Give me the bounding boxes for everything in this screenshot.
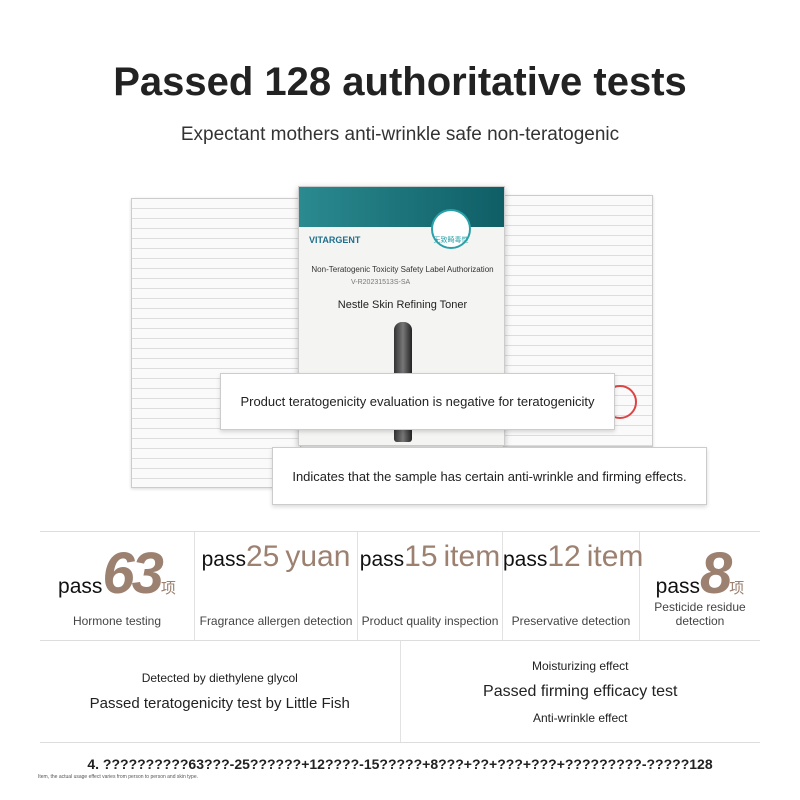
footer-line: 4. ??????????63???-25??????+12????-15???… <box>87 756 713 772</box>
stat-label: Preservative detection <box>511 614 631 628</box>
test-note: Detected by diethylene glycol <box>141 671 298 685</box>
stat-value: pass25 yuan <box>195 540 357 574</box>
cert-badge: 无致畸毒性 <box>431 209 471 249</box>
test-note: Anti-wrinkle effect <box>533 710 628 725</box>
stat-number: 25 <box>245 540 280 573</box>
test-note: Moisturizing effect <box>532 658 629 673</box>
footer-note: Item, the actual usage effect varies fro… <box>38 774 198 780</box>
report-left <box>131 198 301 488</box>
stat-number: 63 <box>102 541 163 606</box>
stat-unit: 项 <box>729 580 745 597</box>
stat-prefix: pass <box>655 575 701 598</box>
stat: pass8项 Pesticide residue detection <box>640 532 760 640</box>
stat-label: Product quality inspection <box>361 614 499 628</box>
stat-prefix: pass <box>503 548 548 571</box>
stat-unit: 项 <box>160 580 176 597</box>
stat-unit: item <box>586 540 644 573</box>
stat-unit: yuan <box>285 540 351 573</box>
stat-unit: item <box>443 540 501 573</box>
subtitle: Expectant mothers anti-wrinkle safe non-… <box>180 124 620 145</box>
test-main: Passed teratogenicity test by Little Fis… <box>89 695 350 712</box>
stat-prefix: pass <box>359 548 405 571</box>
stat-prefix: pass <box>58 575 103 598</box>
stat-label: Pesticide residue detection <box>654 600 746 628</box>
cert-band <box>299 187 504 227</box>
stat-label: Fragrance allergen detection <box>199 614 353 628</box>
stat: pass63项 Hormone testing <box>40 532 195 640</box>
cert-brand: VITARGENT <box>309 235 361 245</box>
stat-number: 8 <box>700 541 732 606</box>
stat-value: pass15 item <box>358 540 502 574</box>
callout: Product teratogenicity evaluation is neg… <box>220 373 615 430</box>
cert-heading: Non-Teratogenic Toxicity Safety Label Au… <box>311 265 494 274</box>
tests: Detected by diethylene glycol Passed ter… <box>40 641 760 743</box>
test-main: Passed firming efficacy test <box>483 682 678 700</box>
stat: pass12 item Preservative detection <box>503 532 643 640</box>
cert-product: Nestle Skin Refining Toner <box>337 299 468 311</box>
stat-prefix: pass <box>201 548 246 571</box>
callout: Indicates that the sample has certain an… <box>272 447 707 505</box>
tests-left: Detected by diethylene glycol Passed ter… <box>40 641 401 742</box>
stat-value: pass8项 <box>640 540 760 607</box>
stat: pass25 yuan Fragrance allergen detection <box>195 532 358 640</box>
title: Passed 128 authoritative tests <box>113 60 687 104</box>
stats-row: pass63项 Hormone testing pass25 yuan Fragranc… <box>40 531 760 641</box>
stat-value: pass63项 <box>40 540 194 607</box>
stat-value: pass12 item <box>503 540 643 574</box>
stat-number: 15 <box>404 540 438 573</box>
stat: pass15 item Product quality inspection <box>358 532 503 640</box>
stat-number: 12 <box>547 540 581 573</box>
cert-code: V-R20231513S-SA <box>351 279 411 286</box>
tests-right: Moisturizing effect Passed firming effic… <box>401 641 761 742</box>
stat-label: Hormone testing <box>72 614 162 628</box>
